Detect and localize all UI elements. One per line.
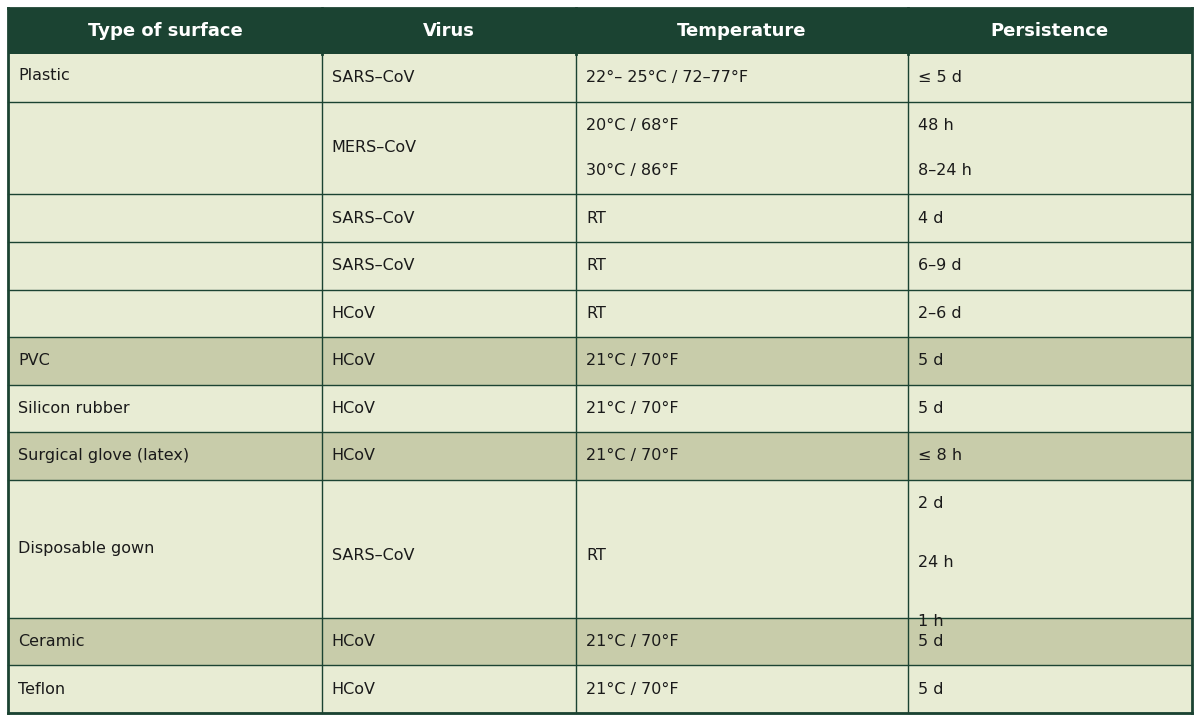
Text: 22°– 25°C / 72–77°F: 22°– 25°C / 72–77°F	[587, 70, 749, 85]
Text: 21°C / 70°F: 21°C / 70°F	[587, 401, 679, 416]
Bar	[8, 54, 1192, 102]
Text: Disposable gown: Disposable gown	[18, 541, 155, 557]
Text: 2–6 d: 2–6 d	[918, 306, 961, 321]
Text: HCoV: HCoV	[331, 306, 376, 321]
Text: 21°C / 70°F: 21°C / 70°F	[587, 634, 679, 649]
Text: 2 d

24 h

1 h: 2 d 24 h 1 h	[918, 496, 954, 629]
Bar	[8, 242, 1192, 290]
Text: Plastic: Plastic	[18, 68, 70, 83]
Text: 5 d: 5 d	[918, 634, 943, 649]
Text: 21°C / 70°F: 21°C / 70°F	[587, 682, 679, 696]
Text: RT: RT	[587, 306, 606, 321]
Bar	[8, 618, 1192, 665]
Bar	[8, 665, 1192, 713]
Text: 5 d: 5 d	[918, 353, 943, 368]
Text: 6–9 d: 6–9 d	[918, 258, 961, 273]
Text: ≤ 8 h: ≤ 8 h	[918, 448, 962, 464]
Text: Silicon rubber: Silicon rubber	[18, 401, 130, 416]
Bar	[8, 479, 1192, 618]
Text: Teflon: Teflon	[18, 682, 65, 696]
Bar	[8, 290, 1192, 337]
Text: HCoV: HCoV	[331, 682, 376, 696]
Text: Ceramic: Ceramic	[18, 634, 84, 649]
Text: SARS–CoV: SARS–CoV	[331, 70, 414, 85]
Text: RT: RT	[587, 548, 606, 563]
Bar	[8, 8, 1192, 54]
Text: SARS–CoV: SARS–CoV	[331, 258, 414, 273]
Text: RT: RT	[587, 258, 606, 273]
Text: 20°C / 68°F

30°C / 86°F: 20°C / 68°F 30°C / 86°F	[587, 118, 679, 177]
Bar	[8, 337, 1192, 384]
Text: Temperature: Temperature	[677, 22, 806, 40]
Text: 5 d: 5 d	[918, 682, 943, 696]
Text: Type of surface: Type of surface	[88, 22, 242, 40]
Text: Virus: Virus	[424, 22, 475, 40]
Bar	[8, 195, 1192, 242]
Text: SARS–CoV: SARS–CoV	[331, 211, 414, 226]
Text: 21°C / 70°F: 21°C / 70°F	[587, 353, 679, 368]
Text: HCoV: HCoV	[331, 448, 376, 464]
Bar	[8, 384, 1192, 432]
Text: Persistence: Persistence	[991, 22, 1109, 40]
Text: 21°C / 70°F: 21°C / 70°F	[587, 448, 679, 464]
Bar	[8, 102, 1192, 195]
Text: HCoV: HCoV	[331, 353, 376, 368]
Bar	[8, 432, 1192, 479]
Text: RT: RT	[587, 211, 606, 226]
Text: HCoV: HCoV	[331, 634, 376, 649]
Text: MERS–CoV: MERS–CoV	[331, 141, 416, 156]
Text: ≤ 5 d: ≤ 5 d	[918, 70, 962, 85]
Text: 4 d: 4 d	[918, 211, 943, 226]
Text: 48 h

8–24 h: 48 h 8–24 h	[918, 118, 972, 177]
Text: Surgical glove (latex): Surgical glove (latex)	[18, 448, 190, 464]
Text: PVC: PVC	[18, 353, 49, 368]
Text: HCoV: HCoV	[331, 401, 376, 416]
Text: 5 d: 5 d	[918, 401, 943, 416]
Text: SARS–CoV: SARS–CoV	[331, 548, 414, 563]
